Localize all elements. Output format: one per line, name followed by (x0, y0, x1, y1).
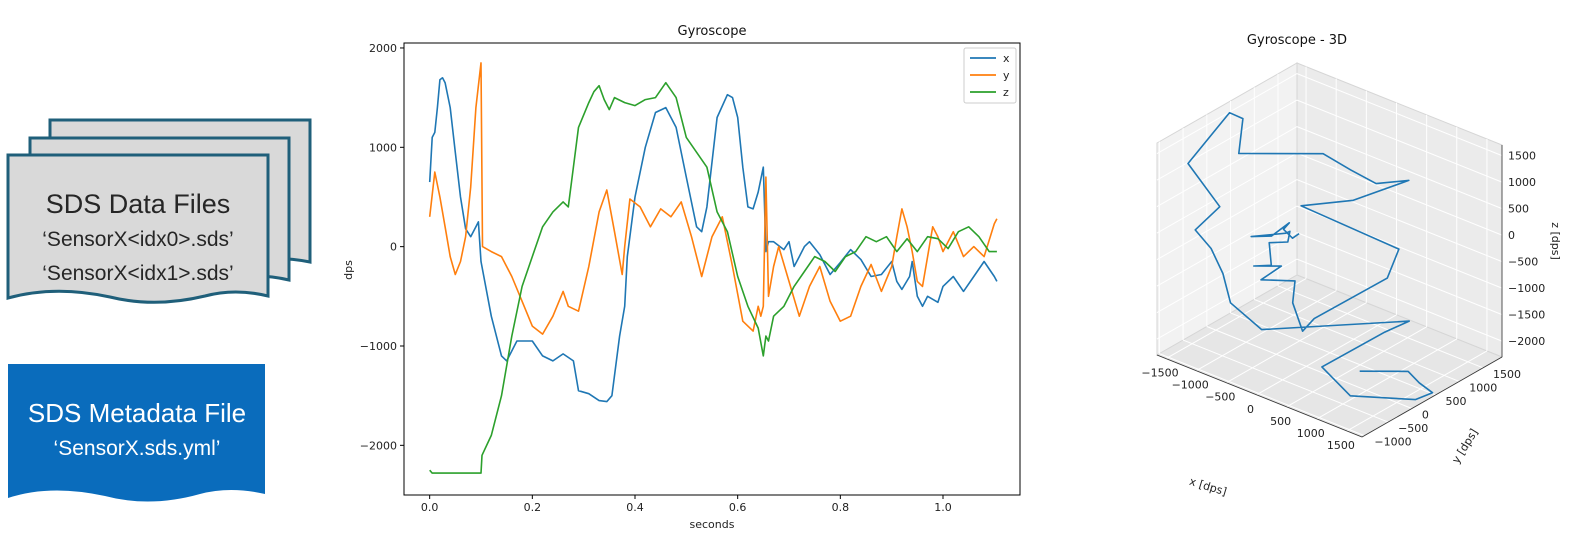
grid-line (1230, 312, 1436, 396)
x3d-tick-label: −500 (1205, 391, 1235, 404)
legend: xyz (963, 47, 1017, 104)
grid-line (1206, 326, 1413, 409)
3d-panes (1155, 62, 1504, 438)
x-axis-label: seconds (690, 518, 735, 531)
x3d-tick-label: −1500 (1141, 367, 1178, 380)
y3d-tick-label: 1000 (1469, 381, 1497, 394)
z3d-axis-label: z [dps] (1549, 222, 1562, 260)
z3d-tick-label: 1500 (1508, 150, 1536, 163)
z3d-tick-label: −1000 (1508, 282, 1545, 295)
grid-line (1296, 179, 1503, 263)
y-tick-label: −2000 (360, 439, 397, 452)
trajectory-line (1187, 111, 1434, 401)
grid-line (1182, 339, 1389, 423)
legend-label-y: y (1003, 69, 1010, 82)
x-tick-label: 0.6 (729, 501, 747, 514)
series-line-x (428, 77, 998, 403)
y3d-tick-label: 500 (1446, 395, 1467, 408)
grid-line (1296, 232, 1503, 316)
z3d-tick-label: −1500 (1508, 309, 1545, 322)
y-tick-label: 2000 (369, 42, 397, 55)
grid-line (1254, 298, 1460, 382)
gyroscope-chart: Gyroscope 0.0 0.2 0.4 0.6 0.8 1.0 −2000 −1000 0… (342, 24, 1021, 531)
z3d-tick-label: 1000 (1508, 176, 1536, 189)
z3d-tick-label: 500 (1508, 203, 1529, 216)
legend-label-z: z (1003, 86, 1009, 99)
x-tick-label: 0.0 (421, 501, 439, 514)
x3d-axis-line (1156, 354, 1363, 438)
data-file-1: ‘SensorX<idx1>.sds’ (42, 262, 233, 285)
3d-grid (1156, 66, 1503, 437)
grid-line (1346, 350, 1488, 432)
x-tick-label: 0.8 (832, 501, 850, 514)
grid-line (1156, 179, 1298, 261)
chart-3d-title: Gyroscope - 3D (1247, 33, 1347, 48)
y3d-tick-label: 1500 (1493, 368, 1521, 381)
grid-line (1296, 126, 1503, 210)
y3d-tick-label: 0 (1422, 409, 1429, 422)
grid-line (1226, 302, 1367, 384)
grid-line (1165, 278, 1307, 360)
doc-front (6, 153, 270, 304)
x3d-tick-label: 1500 (1327, 439, 1355, 452)
z3d-tick-label: −2000 (1508, 335, 1545, 348)
legend-label-x: x (1003, 52, 1010, 65)
grid-line (1195, 290, 1337, 372)
x3d-tick-label: 0 (1247, 403, 1254, 416)
grid-line (1296, 99, 1503, 183)
grid-line (1156, 205, 1298, 287)
grid-line (1156, 258, 1298, 340)
grid-line (1256, 314, 1397, 396)
grid-line (1296, 73, 1503, 157)
grid-line (1296, 258, 1503, 342)
grid-line (1156, 73, 1298, 155)
grid-line (1156, 126, 1298, 208)
grid-line (1159, 353, 1365, 437)
y3d-axis-line (1361, 356, 1503, 438)
chart-title: Gyroscope (678, 24, 747, 39)
y-tick-label: 0 (390, 241, 397, 254)
grid-line (1286, 326, 1427, 408)
z3d-tick-label: −500 (1508, 256, 1538, 269)
y-axis-label: dps (342, 260, 355, 280)
grid-line (1296, 152, 1503, 236)
metadata-file-icon (8, 364, 265, 502)
grid-line (1156, 232, 1298, 314)
x-tick-label: 1.0 (934, 501, 952, 514)
grid-line (1156, 152, 1298, 234)
gyroscope-3d-chart: Gyroscope - 3D −1500−1000−50005001000150… (1141, 33, 1562, 498)
y3d-tick-label: −500 (1398, 422, 1428, 435)
series-line-z (429, 81, 997, 474)
x3d-tick-label: 1000 (1297, 427, 1325, 440)
x-tick-label: 0.2 (524, 501, 542, 514)
y-tick-label: −1000 (360, 340, 397, 353)
metadata-file-title: SDS Metadata File (28, 398, 246, 428)
x3d-tick-label: −1000 (1172, 379, 1209, 392)
grid-line (1156, 99, 1298, 181)
x-tick-label: 0.4 (626, 501, 644, 514)
grid-line (1277, 285, 1484, 369)
data-files-icon (6, 118, 312, 304)
z3d-tick-label: 0 (1508, 229, 1515, 242)
y3d-tick-label: −1000 (1374, 436, 1411, 449)
data-file-0: ‘SensorX<idx0>.sds’ (42, 228, 233, 251)
data-files-title: SDS Data Files (46, 189, 231, 219)
plot-frame (403, 42, 1021, 496)
x3d-axis-label: x [dps] (1188, 475, 1228, 499)
y3d-axis-label: y [dps] (1449, 426, 1480, 465)
metadata-file-name: ‘SensorX.sds.yml’ (54, 437, 221, 460)
grid-line (1316, 338, 1458, 420)
y-tick-label: 1000 (369, 141, 397, 154)
x3d-tick-label: 500 (1270, 415, 1291, 428)
